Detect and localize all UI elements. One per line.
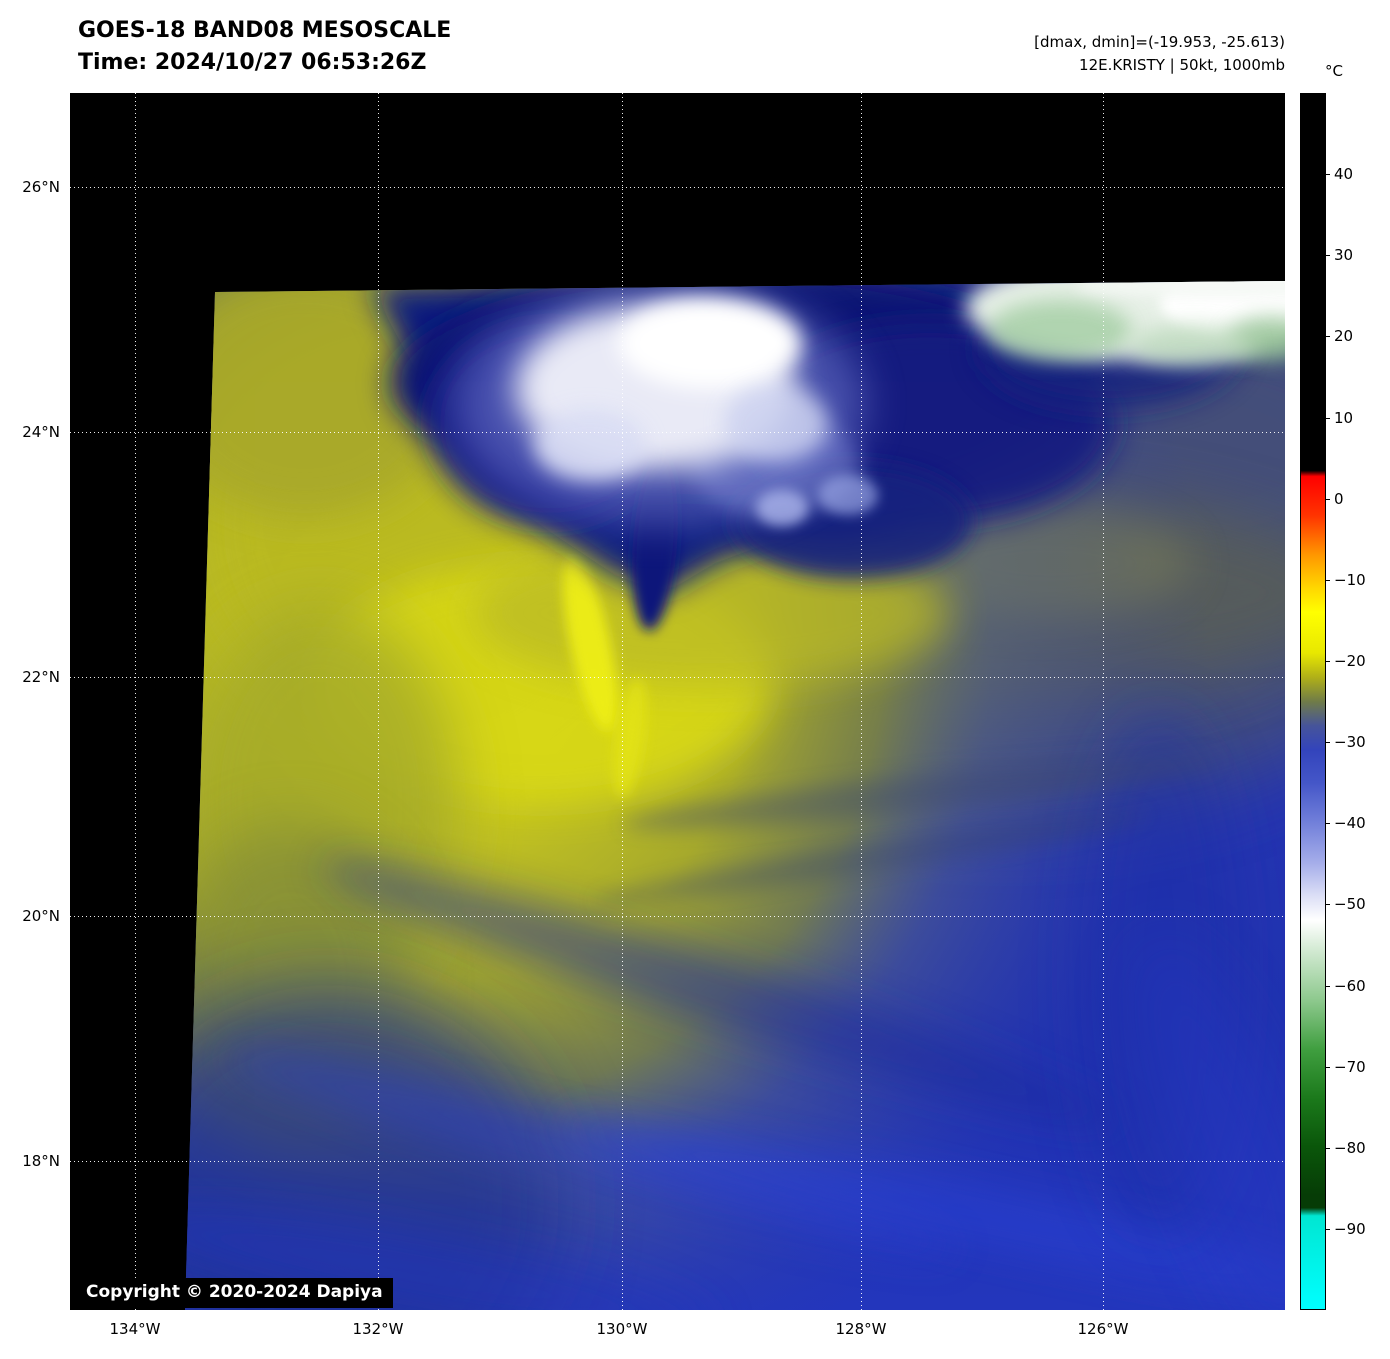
- colorbar-tick-label: 30: [1334, 246, 1354, 265]
- grid-overlay: [70, 93, 1285, 1310]
- lat-tick-label: 18°N: [22, 1152, 60, 1170]
- colorbar-tick-label: −30: [1334, 733, 1366, 752]
- colorbar-tickmark: [1326, 904, 1330, 906]
- gridline-longitude: [378, 93, 379, 1310]
- colorbar-tickmark: [1326, 823, 1330, 825]
- lon-tick-label: 128°W: [835, 1320, 887, 1338]
- colorbar-scale: [1300, 93, 1326, 1310]
- lon-tick-label: 126°W: [1077, 1320, 1129, 1338]
- colorbar-tick-label: 20: [1334, 327, 1354, 346]
- colorbar-tickmark: [1326, 579, 1330, 581]
- colorbar-tickmark: [1326, 1147, 1330, 1149]
- colorbar-tickmark: [1326, 1228, 1330, 1230]
- lat-tick-label: 24°N: [22, 423, 60, 441]
- lat-tick-label: 26°N: [22, 178, 60, 196]
- colorbar-tick-label: −80: [1334, 1138, 1366, 1157]
- colorbar-tickmark: [1326, 417, 1330, 419]
- copyright-label: Copyright © 2020-2024 Dapiya: [78, 1278, 393, 1308]
- gridline-latitude: [70, 916, 1285, 917]
- colorbar-tickmark: [1326, 336, 1330, 338]
- colorbar-tickmark: [1326, 660, 1330, 662]
- colorbar: 40 30 20 10 0 −10 −20 −30 −40 −50 −60 −70 −80 −90: [1300, 93, 1366, 1310]
- gridline-longitude: [1103, 93, 1104, 1310]
- lon-tick-label: 132°W: [352, 1320, 404, 1338]
- gridline-latitude: [70, 432, 1285, 433]
- gridline-latitude: [70, 187, 1285, 188]
- gridline-longitude: [135, 93, 136, 1310]
- colorbar-tick-label: 40: [1334, 165, 1354, 184]
- colorbar-tickmark: [1326, 174, 1330, 176]
- timestamp: Time: 2024/10/27 06:53:26Z: [78, 50, 427, 75]
- colorbar-tick-label: −40: [1334, 814, 1366, 833]
- lat-tick-label: 22°N: [22, 668, 60, 686]
- satellite-image: [70, 93, 1285, 1310]
- map-plot: Copyright © 2020-2024 Dapiya: [70, 93, 1285, 1310]
- colorbar-tick-label: 10: [1334, 408, 1354, 427]
- colorbar-tickmark: [1326, 1066, 1330, 1068]
- gridline-longitude: [622, 93, 623, 1310]
- colorbar-tickmark: [1326, 498, 1330, 500]
- storm-info: 12E.KRISTY | 50kt, 1000mb: [1079, 56, 1285, 74]
- colorbar-tickmark: [1326, 742, 1330, 744]
- cold-cloud-tops: [455, 281, 878, 526]
- colorbar-tickmark: [1326, 985, 1330, 987]
- colorbar-tick-label: −10: [1334, 570, 1366, 589]
- lon-tick-label: 130°W: [596, 1320, 648, 1338]
- colorbar-tick-label: −20: [1334, 651, 1366, 670]
- colorbar-tickmark: [1326, 255, 1330, 257]
- colorbar-tick-label: −70: [1334, 1057, 1366, 1076]
- colorbar-unit-label: °C: [1325, 62, 1343, 80]
- gridline-longitude: [861, 93, 862, 1310]
- lat-tick-label: 20°N: [22, 907, 60, 925]
- gridline-latitude: [70, 677, 1285, 678]
- dmax-dmin-readout: [dmax, dmin]=(-19.953, -25.613): [1034, 33, 1285, 51]
- page-title: GOES-18 BAND08 MESOSCALE: [78, 18, 452, 43]
- colorbar-tick-label: 0: [1334, 489, 1344, 508]
- lon-tick-label: 134°W: [109, 1320, 161, 1338]
- colorbar-tick-label: −90: [1334, 1219, 1366, 1238]
- colorbar-tick-label: −50: [1334, 895, 1366, 914]
- gridline-latitude: [70, 1161, 1285, 1162]
- colorbar-tick-label: −60: [1334, 976, 1366, 995]
